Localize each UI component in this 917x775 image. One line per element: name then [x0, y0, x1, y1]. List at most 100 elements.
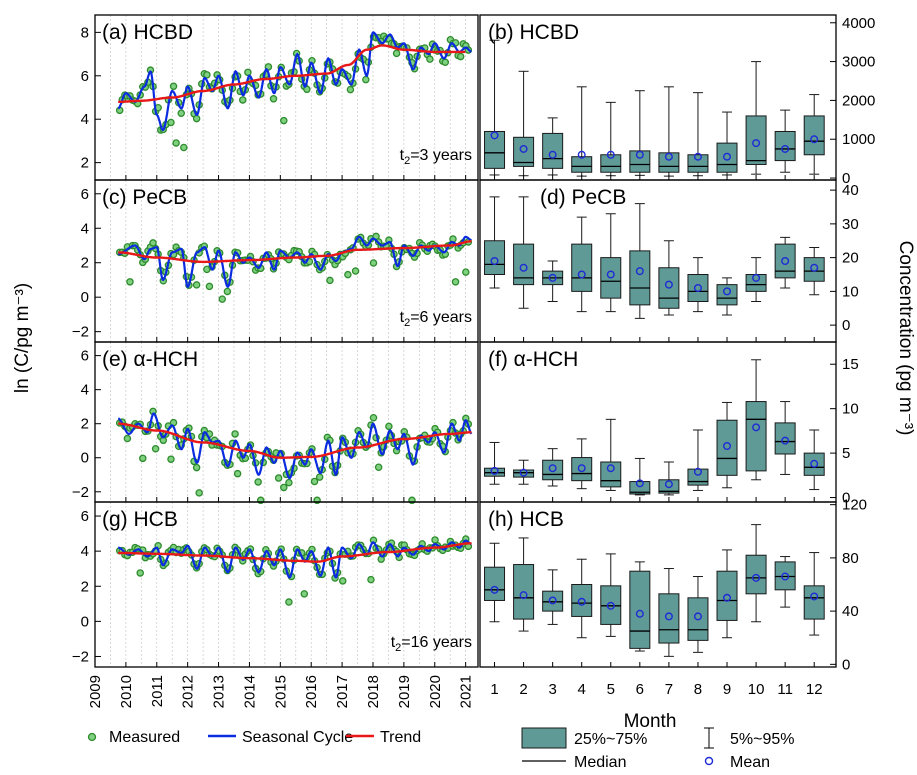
- box-h: [484, 566, 506, 601]
- legend-whisker-label: 5%~95%: [730, 731, 795, 748]
- x-tick-label: 2019: [396, 675, 413, 708]
- y-tick-label-e: 0: [81, 450, 89, 467]
- measured-point-a: [280, 116, 288, 125]
- legend-median-label: Median: [574, 754, 626, 771]
- measured-point-c: [451, 278, 460, 286]
- measured-point-e: [195, 489, 203, 497]
- legend-mean-marker: [704, 756, 714, 766]
- measured-point-c: [126, 278, 134, 286]
- measured-point-a: [203, 71, 211, 79]
- mean-h: [606, 601, 615, 610]
- panel-label-b: (b) HCBD: [488, 21, 579, 44]
- half-life-annotation-g: t2=16 years: [391, 634, 472, 654]
- y-tick-label-b: 3000: [842, 54, 875, 71]
- x-tick-label: 2017: [334, 675, 351, 708]
- mean-h: [664, 612, 673, 621]
- box-f: [716, 419, 738, 476]
- box-h: [774, 561, 796, 591]
- y-tick-label-a: 6: [81, 68, 89, 85]
- box-b: [600, 154, 622, 173]
- legend-line-label: Trend: [380, 729, 421, 746]
- y-tick-label-h: 40: [842, 603, 859, 620]
- month-tick-label: 4: [578, 681, 586, 698]
- mean-f: [693, 467, 702, 476]
- mean-h: [752, 573, 761, 582]
- half-life-annotation-c: t2=6 years: [400, 309, 472, 329]
- month-tick-label: 11: [777, 681, 793, 698]
- mean-d: [548, 273, 557, 282]
- box-b: [571, 156, 593, 173]
- measured-point-a: [392, 49, 401, 58]
- x-tick-label: 2012: [180, 675, 197, 708]
- mean-b: [781, 144, 790, 153]
- measured-point-a: [244, 68, 252, 77]
- mean-h: [490, 585, 499, 594]
- trend-line-c: [118, 240, 472, 264]
- box-h: [658, 593, 680, 644]
- mean-b: [635, 150, 644, 159]
- x-tick-label: 2011: [149, 675, 166, 707]
- mean-f: [781, 436, 790, 445]
- mean-h: [577, 597, 586, 606]
- y-tick-label-b: 4000: [842, 15, 875, 32]
- measured-point-e: [233, 469, 242, 478]
- month-tick-label: 2: [519, 681, 527, 698]
- mean-f: [664, 480, 673, 489]
- y-tick-label-h: 120: [842, 497, 867, 514]
- panel-label-d: (d) PeCB: [540, 186, 626, 209]
- legend-mean-label: Mean: [730, 754, 770, 771]
- y-tick-label-a: 2: [81, 155, 89, 172]
- month-tick-label: 6: [636, 681, 644, 698]
- mean-h: [519, 591, 528, 600]
- month-axis-label: Month: [624, 711, 677, 732]
- measured-point-a: [177, 109, 185, 117]
- mean-h: [810, 592, 819, 601]
- mean-f: [519, 468, 528, 477]
- mean-b: [723, 152, 732, 161]
- box-h: [571, 584, 593, 617]
- mean-d: [693, 284, 702, 293]
- box-f: [629, 481, 651, 495]
- measured-point-e: [192, 463, 201, 472]
- x-tick-label: 2016: [303, 675, 320, 708]
- mean-b: [664, 152, 673, 161]
- mean-d: [606, 270, 615, 279]
- measured-point-g: [136, 569, 144, 577]
- frame-layer: [94, 14, 837, 668]
- measured-point-a: [441, 58, 450, 67]
- y-tick-label-h: 0: [842, 656, 850, 673]
- panel-frame-g: [94, 501, 479, 668]
- measured-point-c: [369, 259, 378, 267]
- y-tick-label-g: 2: [81, 578, 89, 595]
- measured-point-a: [239, 96, 247, 104]
- y-tick-label-e: 6: [81, 348, 89, 365]
- y-tick-label-e: −2: [72, 484, 89, 501]
- trend-line-g: [118, 542, 472, 563]
- x-tick-label: 2018: [365, 675, 382, 708]
- measured-point-e: [374, 463, 383, 472]
- mean-b: [606, 150, 615, 159]
- mean-f: [577, 464, 586, 473]
- y-tick-label-d: 30: [842, 216, 859, 233]
- month-tick-label: 7: [665, 681, 673, 698]
- mean-b: [693, 152, 702, 161]
- measured-point-a: [362, 75, 370, 84]
- box-d: [745, 274, 767, 292]
- mean-b: [752, 139, 761, 148]
- x-tick-label: 2021: [458, 675, 475, 708]
- mean-h: [693, 612, 702, 621]
- mean-h: [723, 593, 732, 602]
- mean-d: [664, 280, 673, 289]
- mean-d: [635, 267, 644, 276]
- y-tick-label-g: 0: [81, 613, 89, 630]
- panel-label-a: (a) HCBD: [102, 21, 193, 44]
- panel-frame-h: [479, 501, 837, 668]
- measured-point-a: [456, 52, 465, 61]
- box-d: [687, 274, 709, 302]
- x-tick-label: 2014: [241, 675, 258, 708]
- legend-line-label: Seasonal Cycle: [242, 729, 353, 746]
- legend-measured-marker: [87, 732, 97, 742]
- x-tick-label: 2013: [211, 675, 228, 708]
- mean-h: [548, 596, 557, 605]
- y-tick-label-f: 15: [842, 356, 859, 373]
